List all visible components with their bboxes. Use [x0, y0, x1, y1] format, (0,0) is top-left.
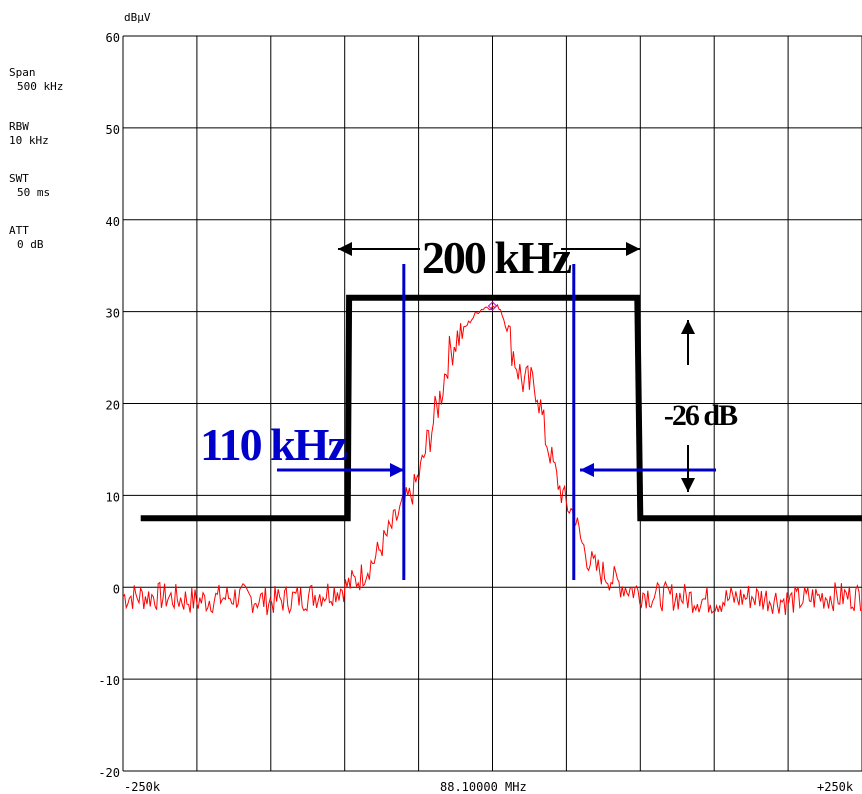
annotation-layer: 200 kHz 110 kHz -26 dB	[200, 232, 740, 580]
plot-grid	[122, 35, 862, 772]
occupied-bandwidth-label: 110 kHz	[200, 419, 347, 470]
bandwidth-mask-line	[140, 294, 862, 522]
y-tick-label: 0	[113, 582, 120, 596]
y-tick-label: -20	[98, 766, 120, 780]
x-tick-label-left: -250k	[124, 780, 161, 794]
y-axis-unit: dBµV	[124, 11, 151, 24]
y-tick-label: 20	[106, 399, 120, 413]
x-tick-label-right: +250k	[817, 780, 854, 794]
occupied-bandwidth-arrow-right	[580, 463, 716, 477]
y-tick-labels: 60 50 40 30 20 10 0 -10 -20	[98, 31, 120, 780]
series-layer	[122, 294, 862, 616]
occupied-bandwidth-arrow-right-head	[580, 463, 594, 477]
peak-marker	[487, 301, 498, 311]
attenuation-arrow-up	[681, 320, 695, 365]
y-tick-label: -10	[98, 674, 120, 688]
x-tick-label-center: 88.10000 MHz	[440, 780, 527, 794]
y-tick-label: 50	[106, 123, 120, 137]
attenuation-arrow-up-head	[681, 320, 695, 334]
rbw-label: RBW	[9, 120, 29, 133]
att-value: 0 dB	[17, 238, 44, 251]
rbw-value: 10 kHz	[9, 134, 49, 147]
mask-width-arrow-right	[561, 242, 640, 256]
attenuation-arrow-down-head	[681, 478, 695, 492]
occupied-bandwidth-arrow-left-head	[390, 463, 404, 477]
y-tick-label: 10	[106, 490, 120, 504]
att-label: ATT	[9, 224, 29, 237]
measured-spectrum-trace	[122, 303, 862, 616]
span-value: 500 kHz	[17, 80, 64, 93]
attenuation-label: -26 dB	[664, 399, 738, 432]
attenuation-arrow-down	[681, 445, 695, 492]
swt-label: SWT	[9, 172, 29, 185]
y-tick-label: 30	[106, 307, 120, 321]
span-label: Span	[9, 66, 36, 79]
mask-width-arrow-right-head	[626, 242, 640, 256]
mask-width-arrow-left	[338, 242, 420, 256]
mask-width-arrow-left-head	[338, 242, 352, 256]
mask-width-label: 200 kHz	[422, 232, 572, 283]
y-tick-label: 40	[106, 215, 120, 229]
y-tick-label: 60	[106, 31, 120, 45]
occupied-bandwidth-arrow-left	[277, 463, 404, 477]
swt-value: 50 ms	[17, 186, 51, 199]
